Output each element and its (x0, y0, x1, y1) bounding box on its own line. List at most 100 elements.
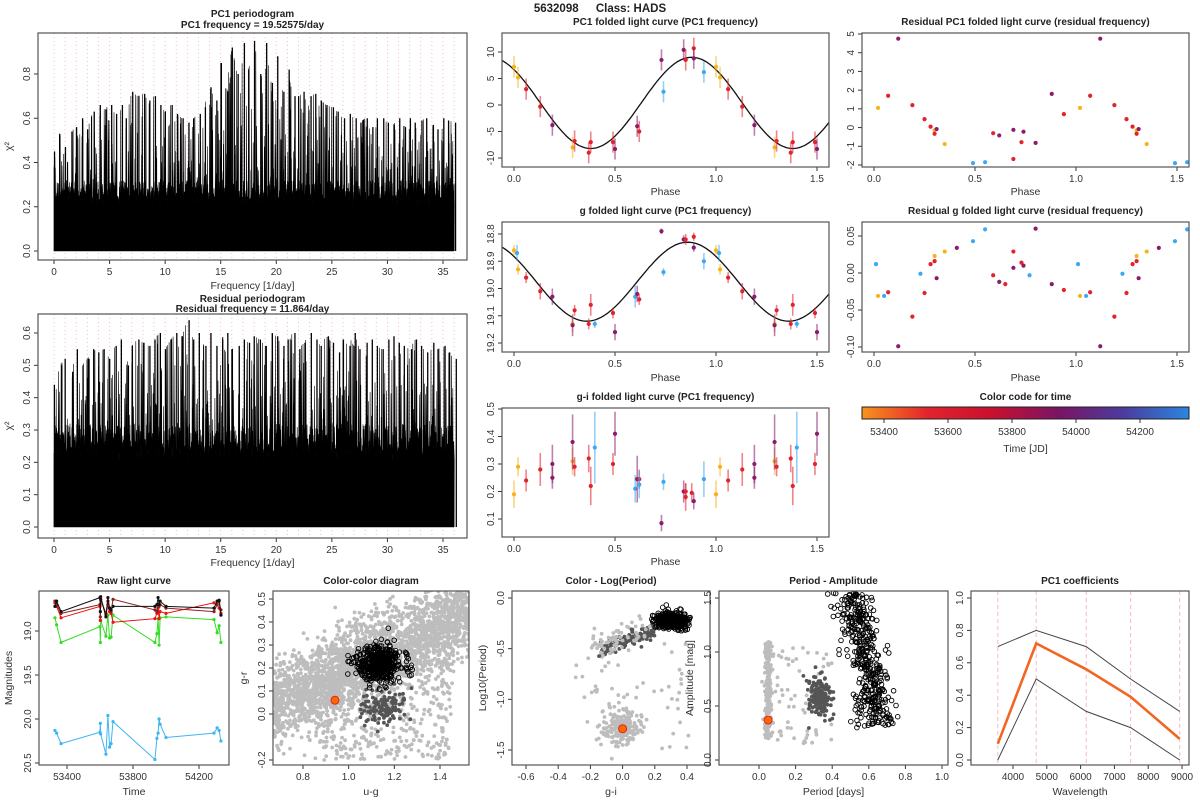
reference-point (445, 652, 449, 656)
data-point (153, 617, 156, 620)
reference-point (445, 738, 449, 742)
reference-point (424, 675, 428, 679)
reference-point (394, 626, 398, 630)
reference-point (434, 756, 438, 760)
reference-point (429, 713, 433, 717)
data-point (886, 290, 890, 294)
reference-point (467, 574, 471, 578)
y-tick-label: 0 (846, 124, 857, 130)
data-point (1157, 246, 1161, 250)
reference-point (383, 699, 387, 703)
reference-point (470, 584, 474, 588)
reference-point (648, 624, 652, 628)
x-tick-label: 0.0 (507, 544, 521, 555)
reference-point (319, 686, 323, 690)
reference-point (430, 746, 434, 750)
reference-point (364, 634, 368, 638)
reference-point (397, 630, 401, 634)
data-point (1173, 161, 1177, 165)
y-tick-label: 19.5 (23, 665, 34, 685)
reference-point (586, 720, 590, 724)
x-tick-label: 0.5 (608, 359, 622, 370)
x-tick-label: 1.5 (810, 174, 824, 185)
reference-point (302, 716, 306, 720)
data-point (1021, 130, 1025, 134)
data-point (108, 746, 111, 749)
reference-point (354, 639, 358, 643)
reference-point (620, 645, 624, 649)
reference-point (472, 603, 476, 607)
reference-point (602, 647, 606, 651)
reference-point (338, 745, 342, 749)
reference-point (460, 661, 464, 665)
reference-point (445, 604, 449, 608)
reference-point (671, 732, 675, 736)
reference-point (634, 727, 638, 731)
reference-point (592, 634, 596, 638)
reference-point (590, 691, 594, 695)
data-point (943, 249, 947, 253)
data-point (99, 641, 102, 644)
reference-point (318, 740, 322, 744)
reference-point (639, 720, 643, 724)
reference-point (332, 709, 336, 713)
reference-point (420, 616, 424, 620)
reference-point (448, 668, 452, 672)
reference-point (602, 727, 606, 731)
reference-point (400, 563, 404, 567)
data-point (1120, 272, 1124, 276)
reference-point (394, 615, 398, 619)
reference-point (349, 630, 353, 634)
reference-point (376, 755, 380, 759)
reference-point (324, 754, 328, 758)
data-point (752, 123, 756, 127)
reference-point (335, 647, 339, 651)
reference-point (392, 622, 396, 626)
y-axis-label: χ² (3, 421, 15, 431)
data-point (589, 140, 593, 144)
reference-point (471, 626, 475, 630)
reference-point (340, 672, 344, 676)
colorbar-gradient (862, 407, 1189, 419)
reference-point (340, 700, 344, 704)
plot-area (874, 227, 1197, 349)
data-point (1193, 131, 1197, 135)
data-point (1135, 259, 1139, 263)
reference-point (445, 661, 449, 665)
data-point (589, 484, 593, 488)
reference-point (625, 743, 629, 747)
y-tick-label: 0.4 (486, 429, 497, 443)
data-point (611, 311, 615, 315)
data-point (775, 465, 779, 469)
data-point (573, 465, 577, 469)
reference-point (315, 690, 319, 694)
reference-point (610, 757, 614, 761)
data-point (718, 267, 722, 271)
reference-point (470, 609, 474, 613)
reference-point (448, 692, 452, 696)
reference-point (387, 605, 391, 609)
y-tick-label: 19.0 (23, 621, 34, 641)
reference-point (277, 721, 281, 725)
data-point (53, 729, 56, 732)
reference-point (450, 681, 454, 685)
data-point (164, 612, 167, 615)
reference-point (313, 710, 317, 714)
reference-point (470, 622, 474, 626)
reference-point (626, 635, 630, 639)
data-point (971, 239, 975, 243)
plot-area (502, 38, 835, 164)
reference-point (292, 673, 296, 677)
reference-point (415, 730, 419, 734)
reference-point (412, 629, 416, 633)
reference-point (409, 748, 413, 752)
data-point (516, 465, 520, 469)
y-tick-label: 5 (846, 31, 857, 37)
reference-point (275, 744, 279, 748)
reference-point (460, 656, 464, 660)
reference-point (359, 715, 363, 719)
x-tick-label: 0.5 (608, 544, 622, 555)
x-tick-label: 5 (107, 545, 113, 556)
reference-point (355, 631, 359, 635)
reference-point (456, 579, 460, 583)
